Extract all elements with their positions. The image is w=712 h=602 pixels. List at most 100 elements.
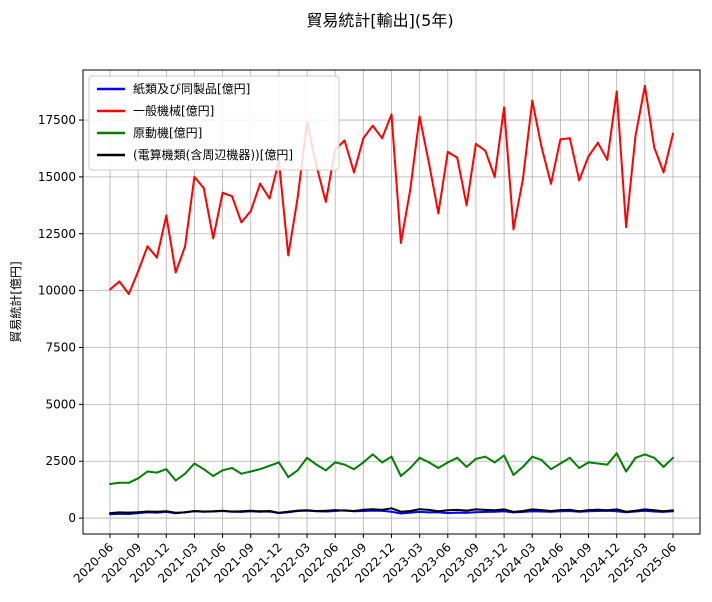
y-axis: 0 2500 5000 7500 10000 12500 15000 17500 xyxy=(38,113,83,525)
data-point xyxy=(521,465,524,468)
data-point xyxy=(568,456,571,459)
data-point xyxy=(503,106,506,109)
data-point xyxy=(287,254,290,257)
data-point xyxy=(399,241,402,244)
data-point xyxy=(324,509,327,512)
data-point xyxy=(465,511,468,514)
data-point xyxy=(184,511,187,514)
data-point xyxy=(221,191,224,194)
data-point xyxy=(127,511,130,514)
data-point xyxy=(540,459,543,462)
data-point xyxy=(503,510,506,513)
data-point xyxy=(343,139,346,142)
data-point xyxy=(418,510,421,513)
data-point xyxy=(484,455,487,458)
data-point xyxy=(212,475,215,477)
data-point xyxy=(672,509,674,512)
legend-label: 原動機[億円] xyxy=(133,125,202,140)
y-tick-label: 2500 xyxy=(45,454,76,468)
data-point xyxy=(155,471,158,474)
data-point xyxy=(474,511,477,514)
data-point xyxy=(137,270,140,273)
data-point xyxy=(418,508,421,511)
series-1 xyxy=(109,84,674,296)
data-point xyxy=(643,84,646,87)
data-point xyxy=(202,468,205,471)
data-point xyxy=(428,511,431,514)
data-point xyxy=(202,187,205,190)
data-point xyxy=(287,476,290,479)
series-lines xyxy=(109,84,674,516)
data-point xyxy=(606,463,609,466)
data-point xyxy=(418,115,421,118)
data-point xyxy=(137,511,140,514)
data-point xyxy=(606,509,609,512)
data-point xyxy=(456,508,459,511)
data-point xyxy=(503,454,506,457)
data-point xyxy=(334,509,337,512)
data-point xyxy=(662,510,665,513)
data-point xyxy=(127,293,130,296)
data-point xyxy=(146,245,149,248)
data-point xyxy=(118,481,121,484)
data-point xyxy=(371,124,374,127)
data-point xyxy=(550,510,553,513)
data-point xyxy=(559,138,562,141)
data-point xyxy=(296,469,299,472)
data-point xyxy=(615,508,618,511)
data-point xyxy=(653,456,656,459)
data-point xyxy=(672,456,674,459)
data-point xyxy=(109,512,111,515)
data-point xyxy=(653,146,656,149)
data-point xyxy=(155,510,158,513)
data-point xyxy=(587,461,590,464)
legend-box xyxy=(88,75,340,171)
data-point xyxy=(484,149,487,152)
data-point xyxy=(109,288,111,291)
legend-label: (電算機類(含周辺機器))[億円] xyxy=(133,147,293,162)
data-point xyxy=(230,195,233,198)
data-point xyxy=(512,228,515,231)
y-tick-label: 15000 xyxy=(38,170,76,184)
data-point xyxy=(456,156,459,159)
data-point xyxy=(437,467,440,470)
data-point xyxy=(193,462,196,465)
data-point xyxy=(428,461,431,464)
y-tick-label: 10000 xyxy=(38,284,76,298)
data-point xyxy=(550,182,553,185)
data-point xyxy=(352,510,355,513)
data-point xyxy=(484,510,487,513)
data-point xyxy=(277,461,280,464)
data-point xyxy=(531,455,534,458)
data-point xyxy=(399,512,402,515)
data-point xyxy=(615,452,618,455)
data-point xyxy=(474,142,477,145)
data-point xyxy=(437,212,440,215)
data-point xyxy=(465,465,468,468)
data-point xyxy=(306,456,309,459)
chart-title: 貿易統計[輸出](5年) xyxy=(306,11,453,30)
y-axis-title: 貿易統計[億円] xyxy=(8,261,23,342)
data-point xyxy=(212,510,215,513)
data-point xyxy=(596,462,599,465)
data-point xyxy=(512,473,515,476)
data-point xyxy=(409,510,412,513)
data-point xyxy=(512,510,515,513)
data-point xyxy=(531,510,534,513)
data-point xyxy=(390,455,393,458)
data-point xyxy=(249,509,252,512)
data-point xyxy=(352,171,355,174)
data-point xyxy=(596,508,599,511)
data-point xyxy=(259,510,262,513)
data-point xyxy=(634,509,637,512)
data-point xyxy=(578,179,581,182)
data-point xyxy=(568,137,571,140)
data-point xyxy=(268,510,271,513)
data-point xyxy=(259,468,262,471)
data-point xyxy=(174,479,177,482)
data-point xyxy=(221,509,224,512)
data-point xyxy=(324,200,327,203)
series-2 xyxy=(109,452,674,485)
data-point xyxy=(568,508,571,511)
data-point xyxy=(446,512,449,515)
